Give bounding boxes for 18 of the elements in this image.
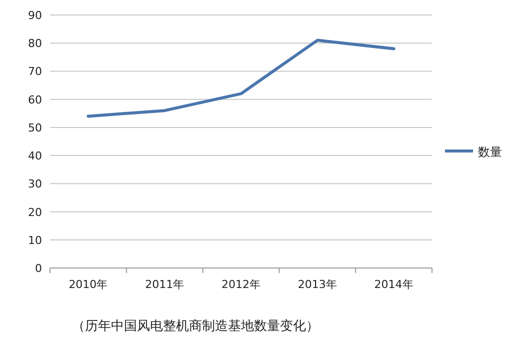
y-tick-label: 10 — [28, 234, 42, 247]
legend-label: 数量 — [478, 145, 502, 159]
x-tick-label: 2013年 — [298, 278, 337, 291]
x-tick-label: 2011年 — [145, 278, 184, 291]
y-tick-label: 50 — [28, 121, 42, 134]
y-tick-label: 40 — [28, 150, 42, 163]
y-tick-label: 20 — [28, 206, 42, 219]
y-tick-label: 30 — [28, 178, 42, 191]
line-series — [86, 38, 396, 118]
text: （历年中国风电整机商制造基地数量变化） — [72, 319, 319, 334]
y-tick-label: 0 — [35, 262, 42, 275]
y-tick-label: 90 — [28, 9, 42, 22]
x-tick-label: 2012年 — [222, 278, 260, 291]
x-tick-label: 2014年 — [374, 278, 414, 291]
x-tick-label: 2010年 — [68, 278, 108, 291]
y-tick-label: 60 — [28, 93, 42, 106]
y-tick-label: 70 — [28, 65, 42, 78]
y-tick-label: 80 — [28, 37, 42, 50]
